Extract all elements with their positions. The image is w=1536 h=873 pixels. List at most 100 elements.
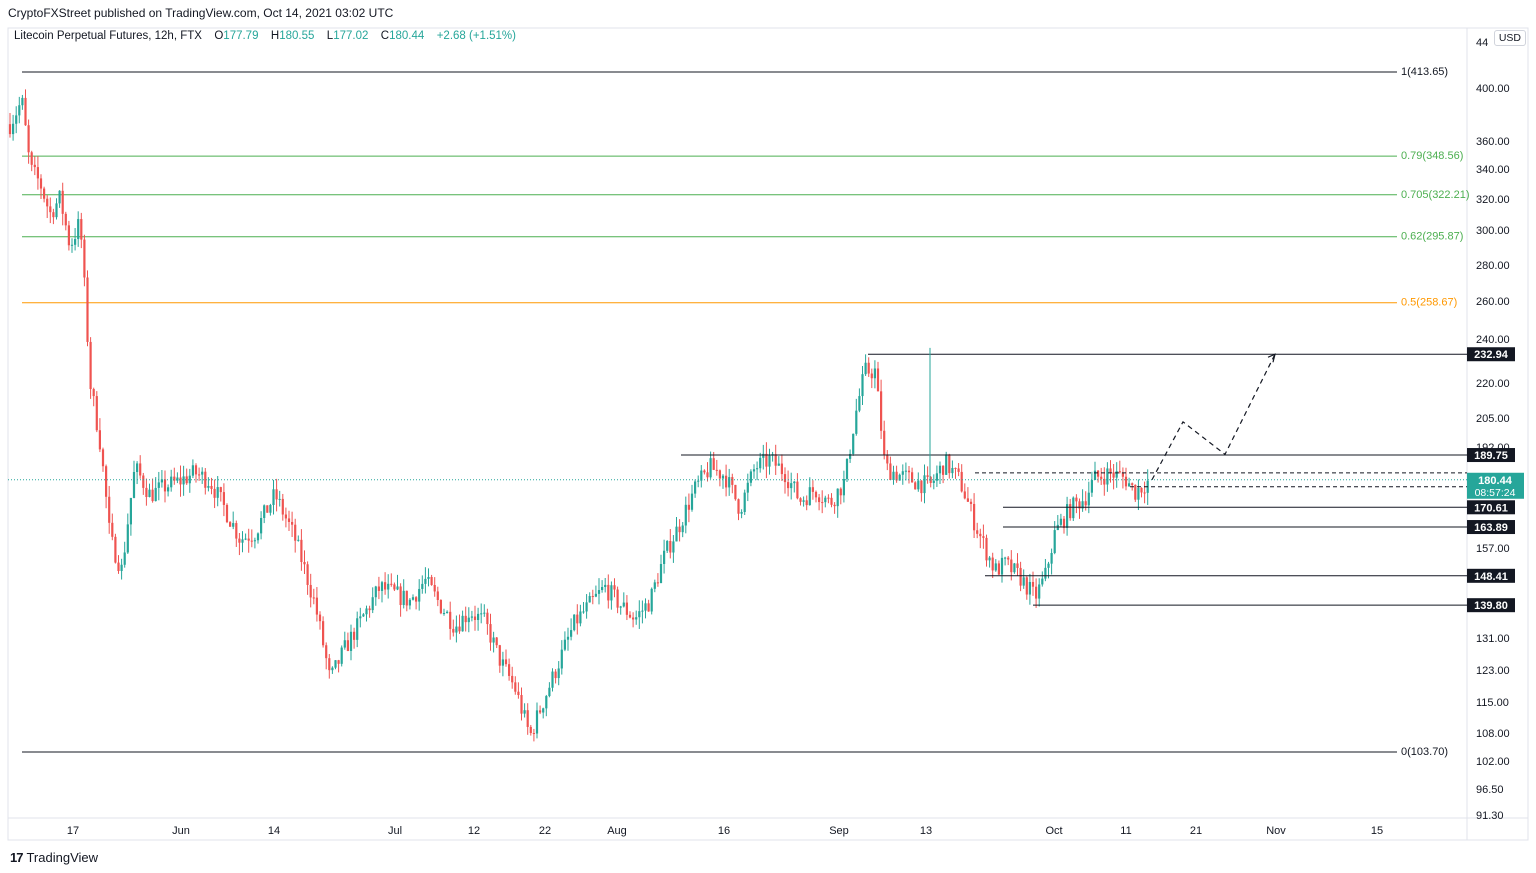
candle-body	[418, 588, 421, 602]
candle-body	[325, 645, 328, 659]
candle-body	[67, 225, 70, 246]
candle-body	[405, 590, 408, 606]
candle-body	[179, 477, 182, 485]
candle-body	[117, 562, 120, 572]
candle-body	[532, 733, 535, 735]
candle-body	[1137, 487, 1140, 500]
candle-body	[486, 612, 489, 625]
candle-body	[749, 471, 752, 483]
candle-body	[827, 497, 830, 499]
candle-body	[176, 477, 179, 481]
candle-body	[712, 458, 715, 470]
candle-body	[365, 608, 368, 615]
fib-level-label: 1(413.65)	[1401, 66, 1448, 78]
candle-body	[173, 476, 176, 481]
candle-body	[635, 617, 638, 620]
candle-body	[597, 590, 601, 594]
change-value: +2.68 (+1.51%)	[436, 30, 516, 42]
candle-body	[1069, 504, 1072, 519]
symbol-legend: Litecoin Perpetual Futures, 12h, FTX O17…	[14, 30, 516, 42]
candle-body	[1109, 468, 1112, 473]
y-tick-label: 157.00	[1476, 543, 1510, 555]
candle-body	[21, 97, 24, 106]
candle-body	[157, 482, 160, 488]
y-tick-label: 123.00	[1476, 665, 1510, 677]
candle-body	[163, 479, 167, 492]
candle-body	[241, 539, 244, 543]
candle-body	[455, 626, 458, 633]
projection-arrow-icon	[1267, 353, 1276, 363]
candle-body	[563, 639, 566, 650]
candle-body	[12, 123, 15, 135]
candle-body	[966, 498, 969, 502]
candle-body	[641, 610, 644, 612]
candle-body	[250, 540, 253, 542]
candle-body	[449, 611, 452, 629]
candle-body	[945, 454, 948, 475]
candle-body	[1093, 470, 1097, 481]
candle-body	[824, 497, 827, 503]
tradingview-brand[interactable]: 17 TradingView	[10, 850, 98, 865]
candle-body	[194, 465, 198, 475]
candle-body	[697, 480, 700, 482]
fib-level-label: 0.705(322.21)	[1401, 189, 1470, 201]
candle-body	[198, 474, 201, 476]
candle-body	[715, 469, 718, 471]
candle-body	[560, 649, 563, 669]
candle-body	[160, 479, 163, 483]
candle-body	[1131, 483, 1134, 485]
candle-body	[120, 564, 123, 572]
candle-body	[136, 463, 139, 473]
candle-body	[585, 602, 588, 612]
candle-body	[805, 500, 808, 506]
candle-body	[997, 563, 1000, 575]
candle-body	[263, 505, 266, 518]
candle-body	[185, 476, 188, 484]
candle-body	[92, 389, 95, 397]
candle-body	[814, 491, 818, 498]
candle-body	[656, 582, 659, 584]
currency-button[interactable]: USD	[1493, 30, 1526, 46]
candle-body	[864, 362, 867, 375]
candle-body	[393, 584, 396, 590]
x-tick-label: 13	[920, 825, 932, 837]
x-tick-label: 11	[1120, 825, 1131, 837]
x-tick-label: Nov	[1266, 825, 1286, 837]
candle-body	[284, 514, 287, 519]
candle-body	[349, 631, 353, 651]
candle-body	[247, 538, 250, 541]
candle-body	[105, 466, 108, 497]
candle-body	[52, 212, 55, 218]
candle-body	[204, 471, 207, 488]
candle-body	[111, 522, 114, 537]
candle-body	[570, 630, 573, 637]
candle-body	[644, 603, 647, 611]
price-level-tag-label: 139.80	[1474, 600, 1508, 612]
candle-body	[663, 550, 666, 564]
candle-body	[1035, 586, 1038, 599]
candle-body	[139, 463, 142, 476]
x-tick-label: Jun	[172, 825, 190, 837]
candle-body	[380, 582, 384, 591]
candle-body	[883, 430, 886, 455]
candle-body	[517, 691, 520, 696]
candle-body	[725, 475, 728, 488]
candle-body	[907, 470, 911, 473]
candle-body	[8, 124, 12, 135]
publisher-header: CryptoFXStreet published on TradingView.…	[8, 6, 394, 20]
candle-body	[511, 675, 514, 683]
candle-body	[873, 368, 876, 379]
x-tick-label: Jul	[388, 825, 402, 837]
candle-body	[659, 563, 663, 584]
candle-body	[132, 472, 136, 498]
candle-body	[734, 484, 737, 500]
candle-body	[123, 552, 126, 565]
x-tick-label: 16	[718, 825, 730, 837]
candle-body	[1134, 484, 1137, 500]
candle-body	[1128, 483, 1131, 487]
countdown-label: 08:57:24	[1475, 487, 1516, 499]
candle-body	[849, 453, 852, 459]
candle-body	[297, 539, 300, 541]
candle-body	[768, 455, 771, 467]
